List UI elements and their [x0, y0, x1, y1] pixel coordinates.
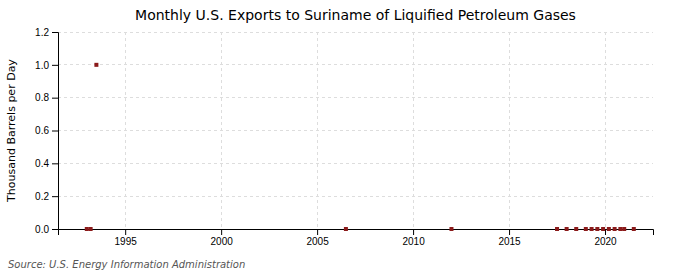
tick-mark [52, 32, 58, 33]
tick: 0.6 [35, 125, 58, 136]
tick: 1.2 [35, 27, 58, 38]
grid-line [58, 32, 653, 33]
tick: 1.0 [35, 60, 58, 71]
point [555, 227, 559, 231]
tick-mark [52, 196, 58, 197]
tick: 0.2 [35, 191, 58, 202]
grid-line [58, 196, 653, 197]
chart: 1995 2000 2005 2010 2015 2020 0.0 0.2 0.4 0.6 0.8 1… [0, 0, 675, 275]
points [85, 63, 636, 231]
grid [58, 32, 653, 229]
tick-mark [52, 131, 58, 132]
tick: 2005 [306, 229, 329, 247]
grid-line [605, 32, 606, 229]
tick-label: 2020 [594, 236, 617, 247]
tick-mark [605, 229, 606, 235]
grid-line [317, 32, 318, 229]
grid-line [58, 64, 653, 65]
tick-label: 0.8 [35, 92, 49, 103]
tick: 0.0 [35, 224, 58, 235]
title: Monthly U.S. Exports to Suriname of Liqu… [135, 7, 576, 23]
tick-label: 2010 [402, 236, 425, 247]
x-axis: 1995 2000 2005 2010 2015 2020 [59, 229, 654, 247]
tick-mark [125, 229, 126, 235]
tick-label: 2015 [498, 236, 521, 247]
tick-label: 1.0 [35, 60, 49, 71]
grid-line [221, 32, 222, 229]
axis-line [52, 33, 59, 230]
point [449, 227, 453, 231]
point [601, 227, 605, 231]
tick: 0.4 [35, 158, 58, 169]
tick-mark [413, 229, 414, 235]
tick-mark [52, 98, 58, 99]
point [607, 227, 611, 231]
point [584, 227, 588, 231]
tick-mark [52, 65, 58, 66]
point [94, 63, 98, 67]
tick: 1995 [115, 229, 138, 247]
tick-label: 0.6 [35, 125, 49, 136]
plot: 1995 2000 2005 2010 2015 2020 0.0 0.2 0.4 0.6 0.8 1… [35, 27, 653, 247]
tick-mark [52, 229, 58, 230]
y-axis-title: Thousand Barrels per Day [5, 59, 18, 203]
point [344, 227, 348, 231]
tick-label: 0.0 [35, 224, 49, 235]
grid-line [413, 32, 414, 229]
axis-line [59, 230, 654, 236]
tick-mark [52, 163, 58, 164]
y-axis: 0.0 0.2 0.4 0.6 0.8 1.0 1.2 [35, 27, 58, 235]
tick-label: 1995 [115, 236, 138, 247]
point [613, 227, 617, 231]
point [590, 227, 594, 231]
point [85, 227, 89, 231]
tick: 2000 [211, 229, 234, 247]
point [632, 227, 636, 231]
grid-line [58, 97, 653, 98]
tick-label: 2000 [211, 236, 234, 247]
source: Source: U.S. Energy Information Administ… [8, 259, 245, 270]
tick: 2010 [402, 229, 425, 247]
tick: 2015 [498, 229, 521, 247]
tick-label: 2005 [306, 236, 329, 247]
point [618, 227, 622, 231]
point [565, 227, 569, 231]
grid-line [125, 32, 126, 229]
point [89, 227, 93, 231]
tick: 2020 [594, 229, 617, 247]
tick-label: 1.2 [35, 27, 49, 38]
tick: 0.8 [35, 92, 58, 103]
tick-mark [221, 229, 222, 235]
tick-mark [317, 229, 318, 235]
tick-label: 0.2 [35, 191, 49, 202]
grid-line [58, 163, 653, 164]
tick-label: 0.4 [35, 158, 49, 169]
grid-line [509, 32, 510, 229]
grid-line [58, 130, 653, 131]
point [595, 227, 599, 231]
tick-mark [509, 229, 510, 235]
point [622, 227, 626, 231]
point [574, 227, 578, 231]
